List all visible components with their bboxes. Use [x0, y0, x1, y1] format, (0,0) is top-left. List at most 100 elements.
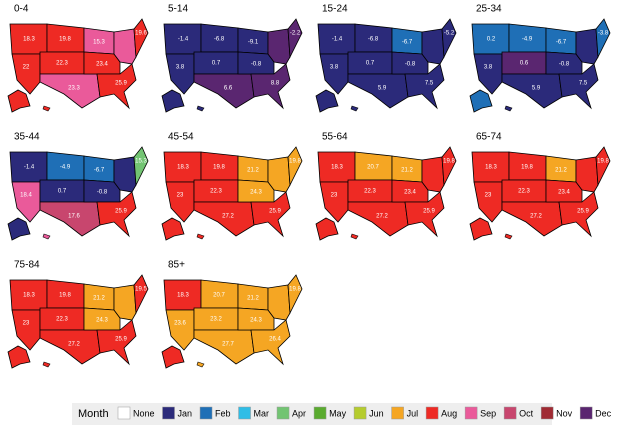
region-value: 21.2 [247, 168, 259, 174]
map-panel: 0-4 18.3 22 19.8 22.3 23.3 15.3 23.4 25.9 19.6 [7, 4, 149, 113]
region [113, 284, 137, 321]
hawaii [350, 233, 359, 240]
region-value: 21.2 [555, 168, 567, 174]
region-value: 0.7 [58, 189, 67, 195]
alaska [7, 217, 31, 241]
hawaii [42, 361, 51, 368]
legend-label: Sep [480, 408, 496, 418]
region-value: 5.9 [532, 86, 541, 92]
hawaii [42, 233, 51, 240]
region-value: 25.9 [577, 209, 589, 215]
alaska [7, 345, 31, 369]
map-panel: 55-64 18.3 23 20.7 22.3 27.2 21.2 23.4 25.9 19.8 [315, 132, 457, 241]
panel-title: 25-34 [476, 4, 502, 15]
region-value: 23.6 [174, 321, 186, 327]
region-value: 19.8 [289, 287, 301, 293]
legend-swatch [540, 406, 554, 420]
legend-label: Apr [292, 408, 306, 418]
legend-swatch [503, 406, 517, 420]
region-value: 7.5 [425, 81, 434, 87]
legend-swatch [579, 406, 593, 420]
region [250, 319, 291, 366]
region [165, 53, 195, 95]
region [250, 191, 291, 238]
region-value: 17.6 [68, 214, 80, 220]
region-value: 25.9 [269, 209, 281, 215]
region-value: 15.3 [93, 40, 105, 46]
legend-label: Aug [441, 408, 457, 418]
map-panel: 35-44 -1.4 18.4 -4.9 0.7 17.6 -6.7 -0.8 25.9 15.3 [7, 132, 149, 241]
region-value: 18.3 [331, 165, 343, 171]
region-value: 23.3 [68, 86, 80, 92]
region-value: 24.3 [250, 190, 262, 196]
region-value: 0.2 [487, 37, 496, 43]
alaska [161, 217, 185, 241]
region-value: 19.8 [597, 159, 609, 165]
region-value: 18.3 [177, 165, 189, 171]
region-value: -0.8 [405, 62, 416, 68]
region-value: 19.8 [521, 165, 533, 171]
region [421, 28, 445, 65]
region-value: 19.8 [443, 159, 455, 165]
region [575, 28, 599, 65]
hawaii [504, 233, 513, 240]
region [575, 156, 599, 193]
region-value: -1.4 [178, 37, 189, 43]
legend-title: Month [78, 408, 109, 420]
region-value: 23.4 [96, 62, 108, 68]
region-value: -6.7 [556, 40, 567, 46]
region [165, 309, 195, 351]
legend-label: Jul [407, 408, 419, 418]
hawaii [196, 233, 205, 240]
region-value: 23.2 [210, 317, 222, 323]
region-value: 19.6 [135, 31, 147, 37]
region [11, 53, 41, 95]
region-value: 20.7 [213, 293, 225, 299]
region [558, 191, 599, 238]
map-panel: 75-84 18.3 23 19.8 22.3 27.2 21.2 24.3 25.9 19.5 [7, 260, 149, 369]
legend-swatch [117, 406, 131, 420]
legend-label: Dec [595, 408, 612, 418]
alaska [315, 217, 339, 241]
region [287, 274, 303, 315]
region [595, 18, 611, 59]
region-value: -4.9 [522, 37, 533, 43]
region-value: 8.8 [271, 81, 280, 87]
map-panel: 5-14 -1.4 3.8 -6.8 0.7 6.6 -9.1 -0.8 8.8 -2.2 [161, 4, 303, 113]
region-value: 21.2 [401, 168, 413, 174]
hawaii [42, 105, 51, 112]
panel-title: 0-4 [14, 4, 29, 15]
region-value: 23 [177, 193, 184, 199]
region-value: -3.8 [598, 31, 609, 37]
region [267, 284, 291, 321]
region-value: 23 [23, 321, 30, 327]
region-value: -1.4 [24, 165, 35, 171]
region-value: 19.5 [135, 287, 147, 293]
region-value: -6.8 [368, 37, 379, 43]
hawaii [196, 361, 205, 368]
region-value: 18.3 [177, 293, 189, 299]
region-value: 20.7 [367, 165, 379, 171]
alaska [7, 89, 31, 113]
region-value: 6.6 [224, 86, 233, 92]
region-value: 27.2 [68, 342, 80, 348]
region-value: 0.7 [366, 61, 375, 67]
region [133, 18, 149, 59]
region [404, 63, 445, 110]
region-value: -5.2 [444, 31, 455, 37]
region-value: 7.5 [579, 81, 588, 87]
map-panel: 45-54 18.3 23 19.8 22.3 27.2 21.2 24.3 25.9 19.8 [161, 132, 303, 241]
region-value: 22.3 [56, 61, 68, 67]
region-value: 23.4 [558, 190, 570, 196]
region [421, 156, 445, 193]
region-value: 22.3 [364, 189, 376, 195]
region-value: 18.3 [23, 293, 35, 299]
region-value: 19.8 [59, 293, 71, 299]
legend-label: Jan [178, 408, 193, 418]
region-value: 0.6 [520, 61, 529, 67]
region [133, 274, 149, 315]
region [165, 181, 195, 223]
alaska [469, 217, 493, 241]
region [287, 146, 303, 187]
region-value: 22 [23, 65, 30, 71]
